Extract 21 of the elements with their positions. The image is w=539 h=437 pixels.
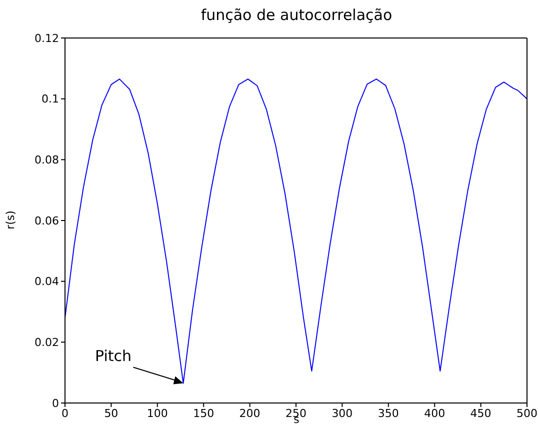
y-tick-label: 0 (52, 396, 59, 410)
chart-title: função de autocorrelação (200, 6, 394, 24)
line-series (65, 78, 527, 384)
y-tick-label: 0.04 (34, 275, 59, 288)
y-tick-label: 0.12 (34, 32, 59, 45)
y-tick-label: 0.02 (34, 336, 59, 350)
x-tick-label: 350 (378, 406, 399, 420)
x-tick-label: 50 (104, 406, 118, 420)
x-tick-label: 200 (239, 406, 260, 420)
x-tick-label: 150 (193, 406, 214, 420)
x-tick-label: 0 (62, 406, 68, 420)
x-tick-label: 400 (424, 406, 446, 420)
y-tick-label: 0.08 (34, 154, 59, 167)
y-tick-label: 0.1 (42, 92, 59, 106)
x-tick-label: 300 (332, 406, 353, 420)
annotation: Pitch (95, 347, 132, 366)
x-tick-label: 500 (516, 406, 538, 420)
y-axis-title: r(s) (4, 210, 17, 230)
x-tick-label: 100 (146, 406, 168, 420)
x-tick-label: 450 (470, 406, 492, 420)
y-tick-label: 0.06 (34, 214, 59, 228)
